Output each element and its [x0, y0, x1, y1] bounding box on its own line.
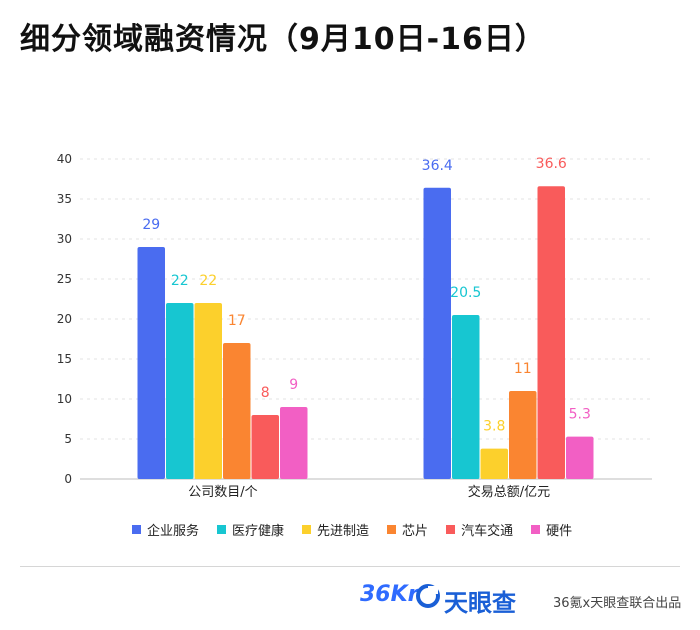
legend-label: 医疗健康	[232, 524, 285, 539]
y-tick-label: 15	[57, 352, 72, 366]
bar	[537, 186, 565, 479]
y-tick-label: 25	[57, 272, 72, 286]
bar	[223, 343, 251, 479]
legend-swatch	[446, 525, 456, 534]
legend-swatch	[217, 525, 227, 534]
data-label: 20.5	[450, 285, 481, 301]
tianyancha-logo-icon	[416, 584, 440, 608]
bar	[194, 303, 222, 479]
bar	[137, 247, 165, 479]
y-tick-label: 20	[57, 312, 72, 326]
data-label: 29	[142, 217, 160, 233]
logo-36kr: 36Kr	[360, 582, 419, 607]
bar	[452, 315, 480, 479]
legend-swatch	[387, 525, 397, 534]
legend-item: 医疗健康	[217, 520, 284, 539]
legend-item: 汽车交通	[446, 520, 513, 539]
y-axis-ticks: 0 5 10 15 20 25 30 35 40	[57, 152, 72, 486]
x-category-label: 公司数目/个	[188, 485, 257, 500]
bar	[509, 391, 537, 479]
y-tick-label: 30	[57, 232, 72, 246]
credit-text: 36氪x天眼查联合出品	[553, 596, 682, 611]
y-tick-label: 35	[57, 192, 72, 206]
legend-item: 芯片	[387, 520, 428, 539]
y-tick-label: 5	[64, 432, 72, 446]
bar	[423, 187, 451, 480]
data-label: 36.6	[536, 156, 567, 172]
data-label: 3.8	[483, 419, 505, 435]
bar	[166, 303, 194, 479]
legend-swatch	[302, 525, 312, 534]
bar	[251, 415, 279, 479]
chart-title: 细分领域融资情况（9月10日-16日）	[20, 22, 546, 57]
legend-label: 硬件	[546, 524, 573, 539]
data-label: 36.4	[422, 158, 453, 174]
data-label: 8	[261, 385, 270, 401]
legend-item: 先进制造	[302, 520, 369, 539]
x-category-label: 交易总额/亿元	[468, 484, 550, 500]
bar	[280, 407, 308, 479]
data-label: 5.3	[569, 407, 591, 423]
logo-tianyancha: 天眼查	[444, 589, 516, 617]
legend-label: 汽车交通	[461, 524, 514, 539]
bar-chart: 0 5 10 15 20 25 30 35 40 29 22 22 17 8 9 36.4 20.5 3.8 11…	[57, 152, 652, 500]
data-labels: 29 22 22 17 8 9 36.4 20.5 3.8 11 36.6 5.3	[142, 156, 591, 434]
data-label: 22	[171, 273, 189, 289]
bars	[137, 186, 594, 480]
legend-item: 硬件	[531, 520, 572, 539]
legend-label: 企业服务	[147, 524, 200, 539]
legend-swatch	[531, 525, 541, 534]
legend-label: 先进制造	[317, 524, 370, 539]
bar	[480, 448, 508, 479]
data-label: 11	[514, 361, 532, 377]
data-label: 17	[228, 313, 246, 329]
legend-item: 企业服务	[132, 520, 199, 539]
bar	[566, 436, 594, 479]
grid-lines	[80, 158, 652, 480]
x-axis-categories: 公司数目/个 交易总额/亿元	[188, 484, 550, 500]
legend-swatch	[132, 525, 141, 534]
legend-label: 芯片	[402, 524, 429, 539]
footer-divider	[20, 566, 680, 567]
y-tick-label: 40	[57, 152, 72, 166]
data-label: 22	[199, 273, 217, 289]
legend: 企业服务 医疗健康 先进制造 芯片 汽车交通 硬件	[132, 520, 572, 539]
y-tick-label: 10	[57, 392, 72, 406]
y-tick-label: 0	[64, 472, 72, 486]
data-label: 9	[289, 377, 298, 393]
